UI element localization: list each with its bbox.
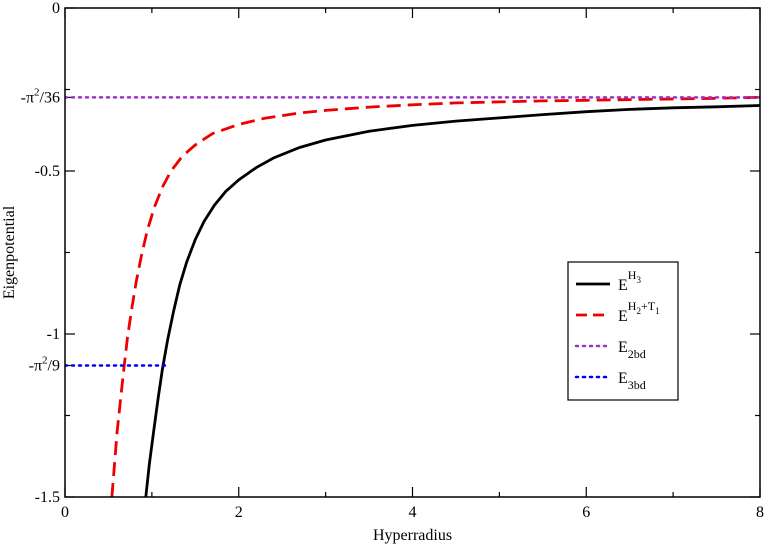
x-tick-label: 8 [756,504,764,521]
series-line-0 [144,104,760,497]
series-line-1 [110,95,760,497]
y-tick-label: 0 [52,0,60,17]
y-special-tick-label: -π2/9 [29,354,60,374]
legend-label-0: EH3 [618,268,641,294]
legend: EH3 EH2+T1 E2bd E3bd [567,261,679,401]
y-axis-title: Eigenpotential [1,205,18,299]
y-tick-label: -0.5 [35,163,60,180]
y-tick-label: -1 [47,326,60,343]
data-series [65,95,760,497]
x-tick-label: 6 [582,504,590,521]
legend-label-2: E2bd [618,339,646,361]
x-tick-label: 4 [409,504,417,521]
legend-label-1: EH2+T1 [618,299,660,325]
y-special-tick-label: -π2/36 [21,86,60,106]
x-tick-label: 2 [235,504,243,521]
y-tick-label: -1.5 [35,489,60,506]
x-tick-label: 0 [61,504,69,521]
legend-label-3: E3bd [618,370,646,392]
tick-labels: 0 2 4 6 8 0 -0.5 -1 -1.5 -π2/36 -π2/9 [21,0,764,521]
axis-ticks [64,7,761,498]
x-axis-title: Hyperradius [373,527,452,544]
plot-frame [64,7,761,498]
